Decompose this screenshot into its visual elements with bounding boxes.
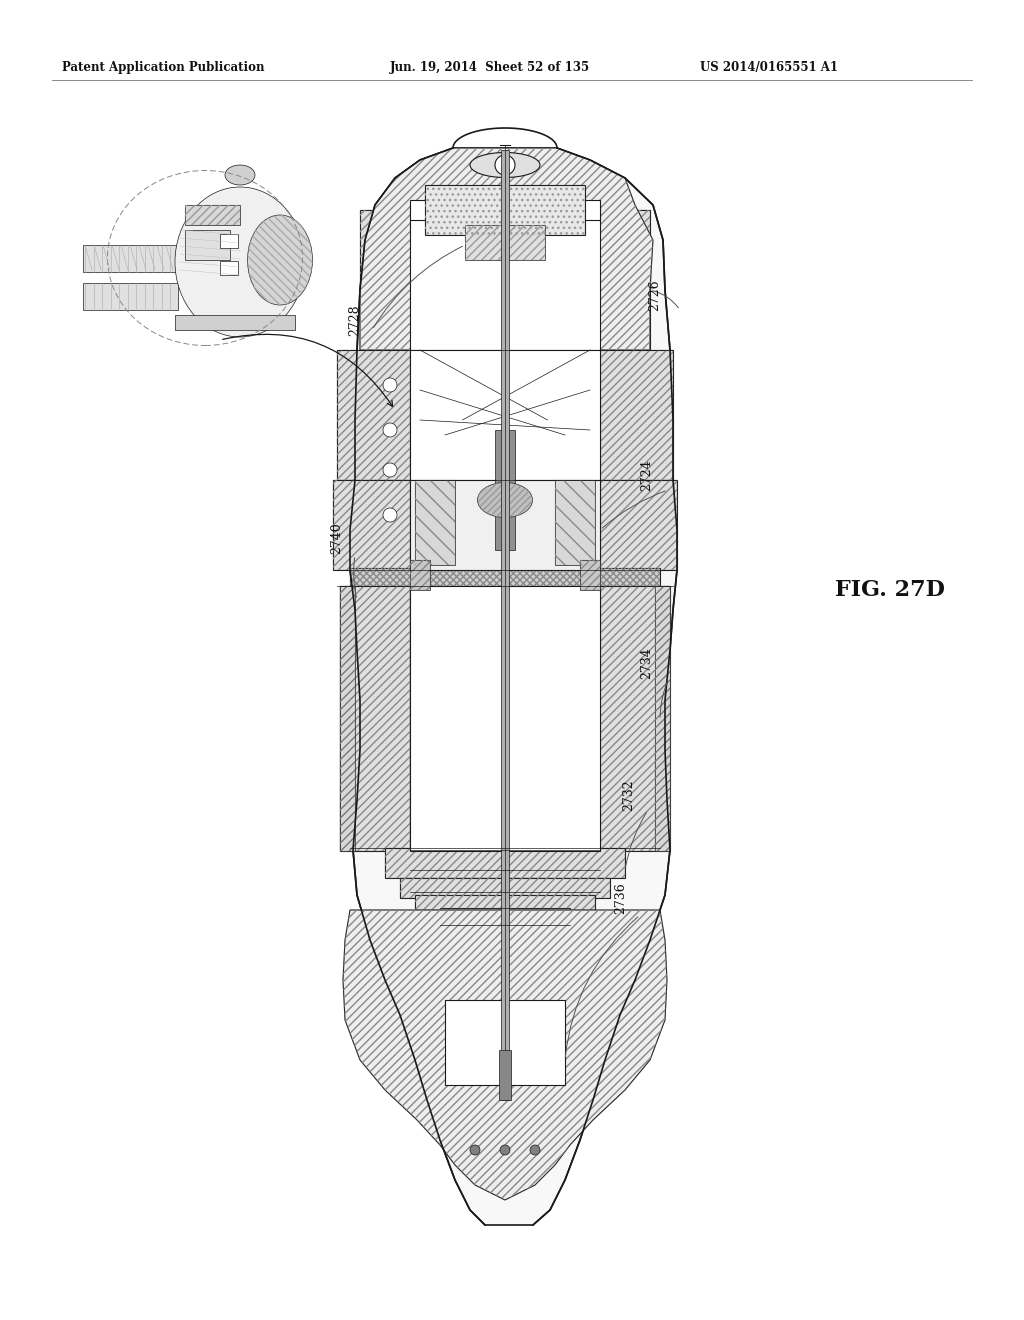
Bar bbox=[600, 480, 677, 570]
Bar bbox=[555, 480, 595, 565]
Bar bbox=[410, 586, 600, 851]
Ellipse shape bbox=[225, 165, 255, 185]
Bar bbox=[185, 205, 240, 224]
Bar bbox=[445, 998, 565, 1098]
Bar bbox=[220, 261, 238, 275]
Circle shape bbox=[530, 1144, 540, 1155]
Bar bbox=[360, 210, 410, 350]
Bar bbox=[83, 246, 178, 272]
Bar bbox=[220, 234, 238, 248]
Ellipse shape bbox=[248, 215, 312, 305]
Bar bbox=[185, 205, 240, 224]
Bar bbox=[337, 350, 410, 480]
Bar bbox=[600, 350, 673, 480]
Bar bbox=[415, 895, 595, 909]
Bar bbox=[600, 586, 670, 851]
Bar bbox=[445, 998, 565, 1098]
Bar bbox=[600, 210, 650, 350]
Bar bbox=[65, 154, 319, 366]
Bar bbox=[385, 847, 625, 878]
Bar bbox=[555, 480, 595, 565]
Bar bbox=[340, 586, 410, 851]
Polygon shape bbox=[360, 148, 653, 350]
Circle shape bbox=[500, 1144, 510, 1155]
Circle shape bbox=[383, 378, 397, 392]
Bar bbox=[340, 586, 355, 851]
Bar bbox=[450, 925, 560, 940]
Bar bbox=[410, 586, 440, 851]
Text: 2736: 2736 bbox=[614, 882, 627, 913]
Bar bbox=[495, 430, 515, 550]
Polygon shape bbox=[350, 148, 677, 1225]
Bar bbox=[175, 315, 295, 330]
Bar bbox=[360, 210, 410, 350]
Bar bbox=[655, 586, 670, 851]
Polygon shape bbox=[343, 909, 667, 1200]
Circle shape bbox=[470, 1144, 480, 1155]
Bar bbox=[415, 895, 595, 909]
Text: Jun. 19, 2014  Sheet 52 of 135: Jun. 19, 2014 Sheet 52 of 135 bbox=[390, 62, 590, 74]
Text: FIG. 27D: FIG. 27D bbox=[835, 579, 945, 601]
Text: 2734: 2734 bbox=[640, 647, 653, 678]
Bar bbox=[410, 560, 430, 590]
Bar bbox=[350, 568, 660, 586]
Text: Patent Application Publication: Patent Application Publication bbox=[62, 62, 264, 74]
Bar bbox=[333, 480, 410, 570]
Bar bbox=[580, 560, 600, 590]
Text: 2732: 2732 bbox=[622, 779, 635, 810]
Ellipse shape bbox=[470, 153, 540, 177]
Bar bbox=[340, 586, 355, 851]
Bar bbox=[415, 480, 455, 565]
Ellipse shape bbox=[477, 483, 532, 517]
Bar bbox=[465, 224, 545, 260]
Bar bbox=[655, 586, 670, 851]
Ellipse shape bbox=[175, 187, 305, 337]
Bar bbox=[425, 185, 585, 235]
Bar bbox=[83, 282, 178, 310]
Bar bbox=[410, 201, 600, 220]
Bar bbox=[425, 185, 585, 235]
Bar bbox=[410, 350, 600, 480]
Text: 2728: 2728 bbox=[348, 304, 361, 335]
Bar bbox=[440, 908, 570, 927]
Bar bbox=[440, 908, 570, 927]
Bar bbox=[400, 878, 610, 898]
Bar bbox=[410, 205, 600, 350]
Bar bbox=[333, 480, 410, 570]
Bar bbox=[337, 350, 410, 480]
Bar bbox=[400, 878, 610, 898]
Circle shape bbox=[383, 463, 397, 477]
Bar bbox=[410, 586, 440, 851]
Bar bbox=[410, 560, 430, 590]
Text: US 2014/0165551 A1: US 2014/0165551 A1 bbox=[700, 62, 838, 74]
Bar bbox=[600, 586, 670, 851]
Bar bbox=[600, 210, 650, 350]
Bar bbox=[385, 847, 625, 878]
Bar bbox=[501, 150, 509, 1100]
Bar bbox=[465, 224, 545, 260]
Text: 2724: 2724 bbox=[640, 459, 653, 491]
Bar bbox=[340, 586, 410, 851]
Bar bbox=[445, 1001, 565, 1085]
Text: 2740: 2740 bbox=[330, 523, 343, 554]
Bar bbox=[570, 586, 600, 851]
Bar bbox=[600, 350, 673, 480]
Bar bbox=[600, 480, 677, 570]
Circle shape bbox=[383, 508, 397, 521]
Bar bbox=[185, 230, 230, 260]
Circle shape bbox=[495, 154, 515, 176]
Text: 2726: 2726 bbox=[648, 280, 662, 310]
Bar bbox=[450, 925, 560, 940]
Bar bbox=[499, 1049, 511, 1100]
Bar bbox=[410, 480, 600, 570]
Bar bbox=[580, 560, 600, 590]
Bar bbox=[415, 480, 455, 565]
Bar bbox=[350, 568, 660, 586]
Bar bbox=[570, 586, 600, 851]
Circle shape bbox=[383, 422, 397, 437]
